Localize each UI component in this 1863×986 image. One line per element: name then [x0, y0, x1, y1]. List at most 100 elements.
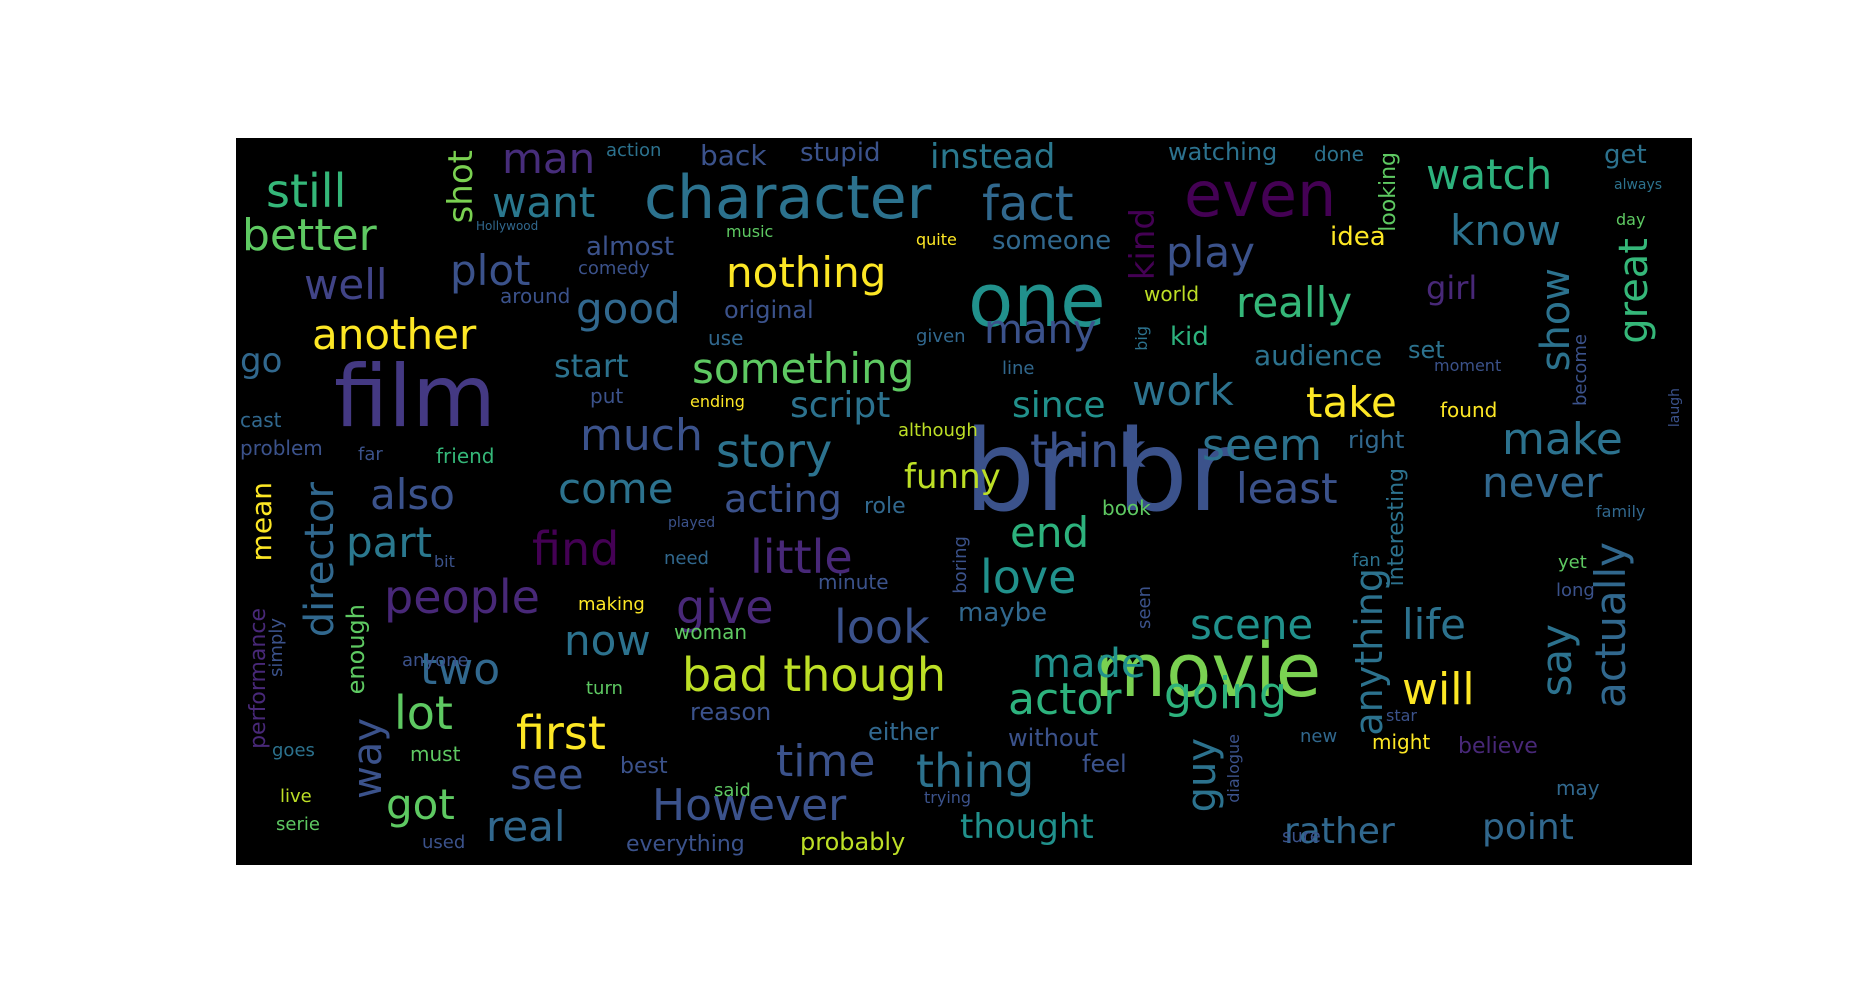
word: movie [1094, 628, 1322, 714]
word: plot [450, 246, 531, 295]
word: least [1236, 464, 1338, 513]
word: many [984, 307, 1097, 353]
word: also [370, 470, 455, 519]
word: made [1032, 641, 1146, 687]
word: even [1184, 158, 1337, 231]
word: people [384, 570, 540, 624]
word: must [410, 742, 461, 766]
word: good [576, 284, 681, 333]
word: day [1616, 210, 1646, 229]
word: star [1386, 706, 1417, 725]
word: long [1556, 580, 1595, 601]
word: funny [904, 457, 1001, 497]
word: used [422, 832, 466, 853]
word: director [297, 482, 343, 638]
word: line [1002, 358, 1035, 379]
word: actor [1008, 674, 1122, 725]
word: br br [964, 407, 1234, 537]
word: far [358, 444, 383, 465]
word: quite [916, 230, 957, 249]
word: original [724, 296, 814, 324]
word: played [668, 515, 716, 531]
word: idea [1330, 222, 1386, 252]
word: girl [1426, 269, 1478, 307]
word: serie [276, 814, 320, 835]
word: first [516, 706, 606, 760]
word: something [692, 344, 915, 393]
word: lot [394, 686, 453, 740]
word: script [790, 385, 891, 426]
word: part [346, 518, 433, 567]
word: yet [1558, 552, 1587, 573]
word: man [502, 138, 596, 183]
word: one [968, 258, 1106, 344]
word: always [1614, 177, 1663, 193]
word: friend [436, 444, 495, 468]
word: may [1556, 776, 1600, 800]
word: fact [982, 176, 1074, 232]
word: However [652, 780, 847, 831]
word: scene [1190, 600, 1314, 649]
word: get [1604, 140, 1647, 170]
word: start [554, 347, 629, 385]
word: although [898, 420, 978, 441]
word: minute [818, 570, 889, 594]
word: love [980, 550, 1077, 604]
word: shot [441, 150, 481, 224]
word: stupid [800, 138, 881, 168]
word: book [1102, 496, 1151, 520]
word: role [864, 494, 906, 519]
word: big [1132, 326, 1151, 351]
word: play [1166, 228, 1255, 277]
word: guy [1179, 738, 1225, 813]
word: around [500, 284, 571, 308]
word: best [620, 754, 668, 779]
word: enough [342, 604, 370, 695]
word: life [1402, 600, 1466, 649]
word: now [564, 616, 651, 665]
word: seem [1202, 420, 1322, 471]
word: sure [1282, 826, 1321, 847]
word: take [1306, 378, 1397, 427]
word: much [580, 410, 703, 461]
word: want [492, 178, 596, 227]
word: point [1482, 807, 1574, 848]
word: world [1144, 282, 1200, 306]
word: become [1570, 334, 1591, 407]
word: seen [1134, 586, 1155, 629]
word: boring [950, 536, 971, 594]
word: work [1132, 366, 1234, 415]
word: dialogue [1224, 734, 1243, 803]
word: use [708, 326, 744, 350]
word: way [345, 718, 391, 799]
word: either [868, 718, 939, 746]
word: given [916, 326, 966, 347]
word: better [242, 210, 377, 261]
word: going [1164, 668, 1287, 719]
word: reason [690, 698, 772, 726]
word: cast [240, 408, 282, 432]
word: instead [930, 138, 1056, 177]
word: action [606, 140, 662, 161]
word: woman [674, 620, 748, 644]
word: music [726, 222, 774, 241]
word: without [1008, 724, 1099, 752]
word: might [1372, 730, 1431, 754]
word: live [280, 786, 312, 807]
word: back [700, 139, 767, 172]
word: see [510, 750, 584, 799]
word: everything [626, 832, 745, 857]
word: will [1402, 664, 1475, 715]
word: need [664, 548, 709, 569]
word: two [420, 644, 501, 695]
word: turn [586, 678, 623, 699]
word: watch [1426, 150, 1553, 199]
word: mean [245, 482, 278, 562]
word: know [1450, 206, 1561, 255]
word: someone [992, 226, 1112, 256]
word: got [386, 780, 455, 829]
word: kind [1123, 208, 1163, 281]
word: say [1532, 624, 1581, 697]
word: family [1596, 502, 1646, 521]
word: story [716, 424, 833, 478]
